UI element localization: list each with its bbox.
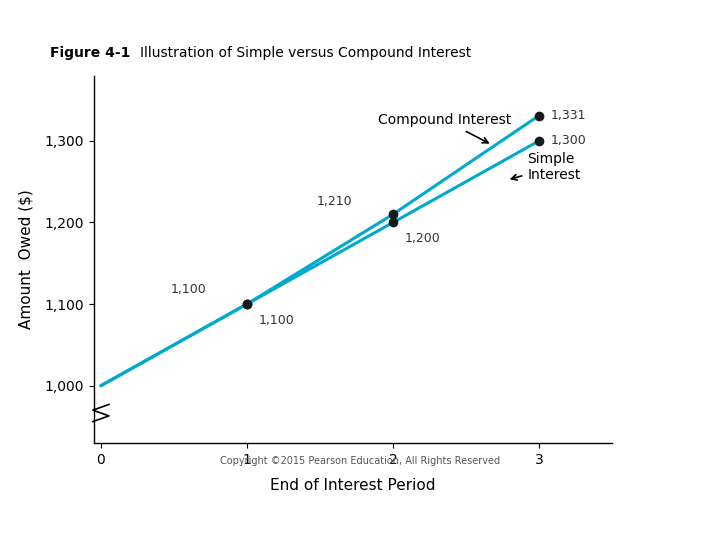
- Text: Engineering Economy: Engineering Economy: [133, 490, 255, 500]
- X-axis label: End of Interest Period: End of Interest Period: [270, 478, 436, 492]
- Text: 1,210: 1,210: [317, 195, 352, 208]
- Text: PEARSON: PEARSON: [593, 500, 702, 518]
- Text: ALWAYS LEARNING: ALWAYS LEARNING: [18, 504, 121, 514]
- Text: 1,331: 1,331: [551, 109, 586, 122]
- Text: Copyright ©2015, 2012, 2009 by Pearson Education, Inc.: Copyright ©2015, 2012, 2009 by Pearson E…: [418, 490, 716, 500]
- Text: Simple
Interest: Simple Interest: [511, 152, 580, 182]
- Text: Sullivan | Wicks | Koelling: Sullivan | Wicks | Koelling: [133, 517, 275, 528]
- Text: 1,200: 1,200: [405, 232, 441, 245]
- Text: 1,100: 1,100: [258, 314, 294, 327]
- Text: 1,300: 1,300: [551, 134, 586, 147]
- Text: All rights reserved.: All rights reserved.: [418, 518, 517, 528]
- Y-axis label: Amount  Owed ($): Amount Owed ($): [18, 190, 33, 329]
- Text: Compound Interest: Compound Interest: [378, 113, 512, 143]
- Text: Figure 4-1: Figure 4-1: [50, 46, 131, 60]
- Text: , Sixteenth Edition: , Sixteenth Edition: [238, 490, 341, 500]
- Text: Copyright ©2015 Pearson Education, All Rights Reserved: Copyright ©2015 Pearson Education, All R…: [220, 456, 500, 467]
- Text: Illustration of Simple versus Compound Interest: Illustration of Simple versus Compound I…: [140, 46, 472, 60]
- Text: 1,100: 1,100: [171, 283, 206, 296]
